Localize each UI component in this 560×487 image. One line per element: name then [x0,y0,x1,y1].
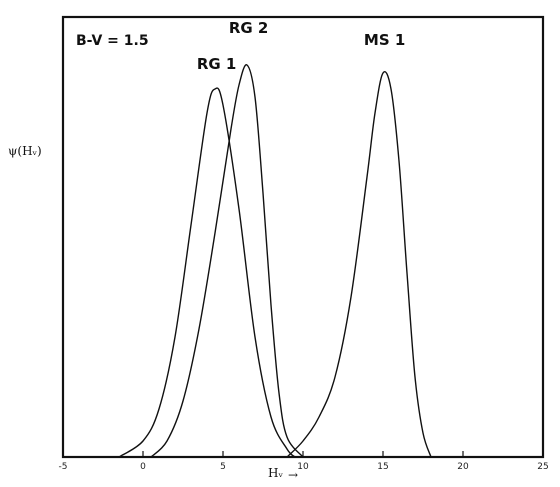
x-tick-label: 10 [297,462,309,472]
x-tick-label: 0 [140,462,146,472]
x-axis-ticks: -5 0 5 10 15 20 25 [59,451,549,472]
x-axis-title: Hᵥ [268,466,283,480]
series-line-ms-1 [286,71,432,458]
plot-frame [61,15,545,459]
x-tick-label: 25 [537,462,548,472]
x-tick-label: 20 [457,462,469,472]
x-axis-arrow: → [288,468,298,482]
series-line-rg-1 [118,87,296,458]
x-tick-label: 15 [377,462,388,472]
series-labels: RG 1 RG 2 MS 1 [197,19,405,73]
series-line-rg-2 [150,64,304,458]
x-tick-label: 5 [220,462,226,472]
y-axis-title: ψ(Hᵥ) [8,144,42,158]
series-label-ms-1: MS 1 [364,31,405,49]
x-tick-label: -5 [59,462,68,472]
series-label-rg-1: RG 1 [197,55,237,73]
curves [118,64,432,458]
annotation-b-v: B-V = 1.5 [76,33,149,49]
series-label-rg-2: RG 2 [229,19,269,37]
